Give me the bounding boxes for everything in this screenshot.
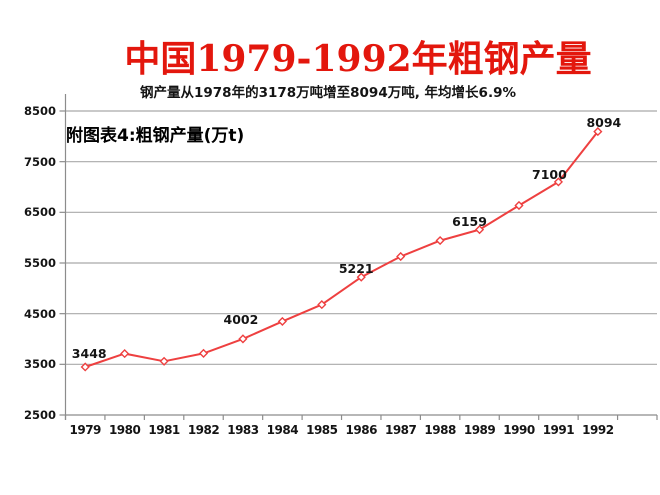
chart-title: 中国1979-1992年粗钢产量 — [124, 38, 592, 80]
point-marker-1985 — [317, 300, 327, 310]
x-tick-label-1987: 1987 — [384, 423, 417, 437]
y-tick-label-8500: 8500 — [23, 104, 56, 118]
data-label-1989: 6159 — [452, 213, 487, 229]
point-marker-1990 — [514, 200, 524, 211]
point-marker-1982 — [198, 348, 209, 358]
point-marker-1983 — [238, 334, 248, 344]
x-tick-label-1986: 1986 — [345, 423, 378, 437]
y-tick-label-5500: 5500 — [23, 256, 56, 270]
data-label-1979: 3448 — [71, 345, 107, 361]
point-marker-1986 — [356, 272, 366, 282]
data-label-1986: 5221 — [338, 261, 374, 277]
x-tick-label-1980: 1980 — [108, 423, 141, 437]
series-line — [84, 130, 599, 368]
y-tick-label-7500: 7500 — [23, 154, 56, 169]
x-tick-label-1982: 1982 — [187, 423, 220, 437]
chart-subtitle: 钢产量从1978年的3178万吨增至8094万吨, 年均增长6.9% — [140, 85, 516, 101]
x-tick-label-1983: 1983 — [227, 423, 259, 437]
point-marker-1980 — [120, 349, 130, 359]
x-tick-label-1979: 1979 — [69, 423, 102, 437]
x-tick-label-1981: 1981 — [148, 423, 180, 437]
y-tick-label-3500: 3500 — [23, 357, 56, 372]
x-tick-label-1985: 1985 — [306, 423, 338, 437]
point-marker-1984 — [277, 316, 287, 327]
series-callout-label: 附图表4:粗钢产量(万t) — [66, 126, 245, 146]
y-tick-label-6500: 6500 — [23, 205, 56, 220]
x-tick-label-1991: 1991 — [542, 423, 575, 437]
x-tick-label-1990: 1990 — [503, 423, 535, 437]
data-label-1992: 8094 — [586, 114, 622, 130]
y-tick-label-4500: 4500 — [23, 306, 56, 321]
point-marker-1981 — [159, 356, 169, 366]
point-marker-1987 — [396, 251, 406, 262]
point-marker-1988 — [435, 235, 445, 246]
data-label-1991: 7100 — [532, 166, 567, 182]
point-marker-1979 — [80, 362, 90, 372]
x-tick-label-1992: 1992 — [582, 423, 614, 437]
data-label-1983: 4002 — [223, 311, 259, 327]
x-tick-label-1984: 1984 — [266, 423, 299, 437]
y-tick-label-2500: 2500 — [23, 408, 56, 422]
point-marker-1989 — [474, 225, 485, 235]
x-tick-label-1988: 1988 — [424, 423, 456, 437]
x-tick-label-1989: 1989 — [463, 423, 496, 437]
point-marker-1992 — [593, 126, 603, 137]
point-marker-1991 — [553, 177, 564, 187]
